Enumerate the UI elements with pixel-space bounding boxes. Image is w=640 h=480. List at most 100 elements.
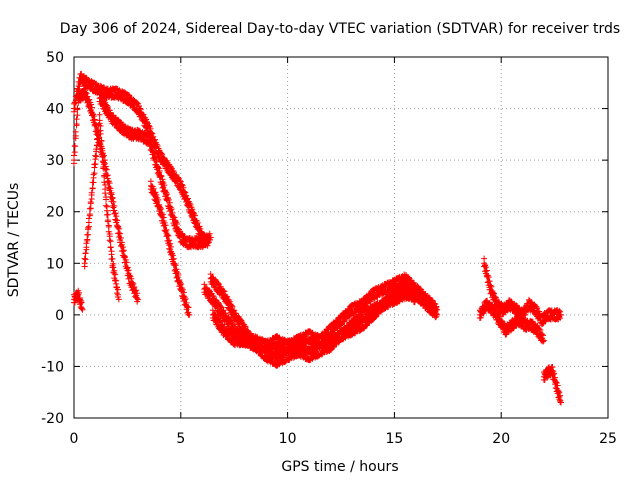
data-point	[106, 230, 113, 237]
data-point	[85, 76, 92, 83]
data-point	[107, 238, 114, 245]
data-point	[178, 281, 185, 288]
data-point	[216, 317, 223, 324]
data-point	[551, 370, 558, 377]
data-point	[161, 182, 168, 189]
data-point	[171, 214, 178, 221]
data-point	[117, 235, 124, 242]
data-point	[114, 291, 121, 298]
data-point	[71, 149, 78, 156]
data-point	[90, 174, 97, 181]
data-point	[71, 160, 77, 167]
data-point	[122, 123, 129, 130]
data-point	[91, 170, 98, 177]
data-point	[489, 302, 496, 309]
x-tick-label: 25	[599, 431, 617, 447]
series-track-3	[81, 111, 122, 303]
data-point	[116, 230, 123, 237]
data-point	[74, 106, 81, 113]
data-point	[217, 318, 224, 325]
data-point	[522, 311, 529, 318]
data-point	[558, 311, 565, 318]
data-point	[94, 135, 101, 142]
series-track-10	[481, 255, 565, 327]
data-point	[92, 152, 99, 159]
data-point	[82, 250, 89, 257]
data-point	[128, 275, 135, 282]
data-point	[92, 160, 99, 167]
data-point	[554, 382, 561, 389]
data-point	[169, 252, 176, 259]
y-axis-label: SDTVAR / TECUs	[6, 183, 22, 298]
data-point	[228, 302, 235, 309]
data-point	[221, 288, 228, 295]
data-point	[182, 189, 189, 196]
y-tick-label: 20	[46, 205, 64, 221]
data-point	[207, 271, 214, 278]
data-point	[558, 399, 565, 406]
data-point	[102, 186, 109, 193]
data-point	[186, 311, 193, 318]
data-point	[163, 189, 170, 196]
data-point	[241, 323, 248, 330]
data-point	[185, 304, 192, 311]
y-axis-ticks: -20 -10 0 10 20 30 40 50	[41, 50, 608, 427]
data-point	[81, 85, 88, 92]
data-point	[119, 244, 126, 251]
data-point	[77, 97, 84, 104]
data-point	[540, 338, 547, 345]
data-point	[82, 89, 89, 96]
y-tick-label: 50	[46, 50, 64, 66]
data-point	[94, 136, 101, 143]
data-point	[153, 191, 160, 198]
data-point	[173, 266, 180, 273]
y-tick-label: 30	[46, 153, 64, 169]
data-point	[434, 311, 441, 318]
data-point	[211, 310, 218, 317]
data-point	[165, 196, 172, 203]
data-point	[145, 132, 152, 139]
data-point	[505, 328, 512, 335]
data-point	[552, 379, 559, 386]
data-point	[166, 199, 173, 206]
data-point	[168, 206, 175, 213]
data-point	[96, 111, 103, 118]
data-point	[534, 305, 541, 312]
data-point	[541, 377, 548, 384]
data-point	[408, 277, 415, 284]
data-point	[83, 90, 90, 97]
data-point	[539, 331, 546, 338]
data-point	[242, 323, 249, 330]
data-point	[155, 165, 162, 172]
data-point	[86, 212, 93, 219]
data-point	[177, 279, 184, 286]
data-point	[107, 190, 114, 197]
data-point	[164, 191, 171, 198]
data-point	[411, 295, 418, 302]
data-point	[82, 256, 89, 263]
data-point	[151, 136, 158, 143]
data-point	[103, 203, 110, 210]
series-track-9	[209, 281, 419, 359]
data-point	[111, 267, 118, 274]
data-point	[88, 189, 95, 196]
data-point	[201, 281, 208, 288]
data-point	[165, 232, 172, 239]
data-point	[384, 302, 391, 309]
data-point	[174, 221, 181, 228]
data-point	[210, 293, 217, 300]
data-point	[372, 313, 379, 320]
data-point	[88, 101, 95, 108]
data-point	[529, 318, 536, 325]
data-point	[136, 105, 143, 112]
data-point	[159, 176, 166, 183]
data-point	[146, 134, 153, 141]
data-point	[363, 322, 370, 329]
data-point	[104, 103, 111, 110]
data-point	[85, 231, 92, 238]
data-point	[229, 303, 236, 310]
data-point	[491, 290, 498, 297]
data-point	[98, 137, 105, 144]
x-axis-label: GPS time / hours	[281, 459, 398, 475]
